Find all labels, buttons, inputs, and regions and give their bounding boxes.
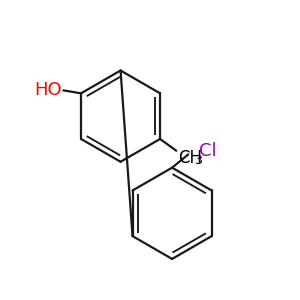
Text: Cl: Cl (199, 142, 216, 160)
Text: CH: CH (178, 149, 202, 167)
Text: HO: HO (34, 81, 62, 99)
Text: 3: 3 (194, 154, 202, 167)
